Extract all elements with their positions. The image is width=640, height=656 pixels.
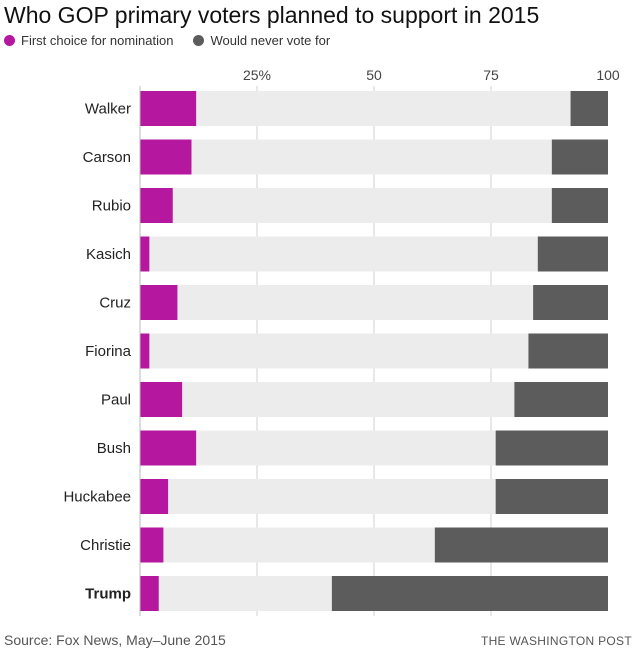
bar-first-choice-carson — [140, 139, 192, 175]
category-label-walker: Walker — [85, 101, 131, 118]
brand-credit: THE WASHINGTON POST — [480, 634, 632, 648]
bar-background-cruz — [140, 285, 608, 320]
legend-item-first-choice: First choice for nomination — [4, 33, 173, 48]
category-label-bush: Bush — [97, 440, 131, 457]
bar-never-vote-christie — [434, 527, 608, 563]
category-label-huckabee: Huckabee — [63, 489, 131, 506]
x-tick-label: 100 — [596, 67, 620, 83]
x-tick-label: 25% — [243, 67, 271, 83]
bar-never-vote-rubio — [551, 188, 608, 223]
bar-first-choice-rubio — [140, 188, 173, 223]
category-label-paul: Paul — [101, 392, 131, 409]
bar-first-choice-walker — [140, 91, 197, 126]
legend-label-never-vote: Would never vote for — [210, 33, 331, 48]
bar-background-carson — [140, 139, 608, 175]
bar-never-vote-trump — [331, 576, 608, 611]
x-tick-label: 50 — [366, 67, 382, 83]
bar-never-vote-bush — [495, 430, 608, 466]
category-label-rubio: Rubio — [92, 198, 131, 215]
category-label-cruz: Cruz — [99, 295, 131, 312]
bar-first-choice-bush — [140, 430, 197, 466]
x-tick-label: 75 — [483, 67, 499, 83]
bar-first-choice-fiorina — [140, 333, 150, 369]
category-label-christie: Christie — [80, 537, 131, 554]
bar-never-vote-fiorina — [528, 333, 608, 369]
legend-item-never-vote: Would never vote for — [193, 33, 330, 48]
bar-background-rubio — [140, 188, 608, 223]
bar-first-choice-kasich — [140, 236, 150, 272]
category-label-carson: Carson — [83, 149, 131, 166]
bar-never-vote-paul — [514, 382, 608, 417]
source-note: Source: Fox News, May–June 2015 — [4, 632, 226, 648]
bar-background-walker — [140, 91, 608, 126]
category-label-trump: Trump — [85, 586, 131, 603]
bar-never-vote-carson — [551, 139, 608, 175]
legend: First choice for nomination Would never … — [4, 33, 350, 48]
bar-first-choice-cruz — [140, 285, 178, 320]
bar-first-choice-paul — [140, 382, 183, 417]
chart-title: Who GOP primary voters planned to suppor… — [4, 2, 540, 28]
bar-background-kasich — [140, 236, 608, 272]
category-label-fiorina: Fiorina — [85, 343, 132, 360]
bar-never-vote-huckabee — [495, 479, 608, 514]
bar-first-choice-trump — [140, 576, 159, 611]
bar-first-choice-huckabee — [140, 479, 169, 514]
category-label-kasich: Kasich — [86, 246, 131, 263]
legend-swatch-first-choice — [4, 35, 15, 46]
bar-never-vote-kasich — [537, 236, 608, 272]
legend-swatch-never-vote — [193, 35, 205, 46]
legend-label-first-choice: First choice for nomination — [21, 33, 174, 48]
bar-never-vote-cruz — [533, 285, 608, 320]
bar-never-vote-walker — [570, 91, 608, 126]
bar-first-choice-christie — [140, 527, 164, 563]
